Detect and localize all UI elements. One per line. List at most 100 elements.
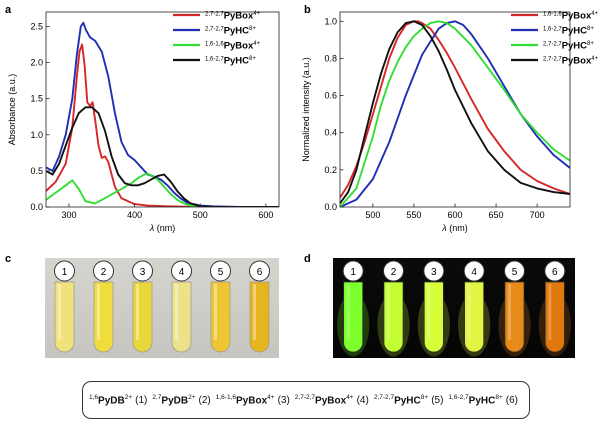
vial-label-number: 4 (471, 267, 477, 278)
series-line-a-1 (46, 43, 279, 207)
compound-entry: 2,7-2,7PyHC8+ (5) (373, 393, 444, 407)
x-tick-label: 400 (127, 210, 142, 220)
vial-highlight (214, 284, 217, 340)
vial-highlight (58, 284, 61, 340)
legend-label: 2,7-2,7PyBox4+ (205, 11, 261, 22)
vial-tube (210, 281, 231, 353)
vial-tube (54, 281, 75, 353)
panel-letter-c: c (5, 253, 11, 265)
y-tick-label: 0.0 (324, 202, 337, 212)
series-line-b-1 (340, 20, 570, 199)
vial-label-badge (544, 260, 566, 282)
compound-entry: 2,7PyDB2+ (2) (152, 393, 211, 407)
vial-label-number: 1 (350, 267, 356, 278)
vial-tube (383, 281, 404, 353)
vial-highlight (346, 284, 350, 340)
vial-label-number: 3 (431, 267, 437, 278)
x-tick-label: 650 (489, 210, 504, 220)
emission-chart: 500 550 600 650 700 0.0 0.2 0.4 0.6 0.8 1.0 λ (nm) N… (301, 11, 599, 234)
vial-label-badge (423, 260, 445, 282)
vial-label-badge (171, 260, 192, 282)
vial-highlight (548, 284, 552, 340)
y-axis-label: Absorbance (a.u.) (7, 74, 17, 146)
vial-highlight (175, 284, 178, 340)
series-line-b-3 (340, 20, 570, 207)
y-axis-label: Normalized intensity (a.u.) (301, 57, 311, 162)
vial-label-number: 2 (101, 267, 107, 278)
vial-tube (504, 281, 525, 353)
y-tick-label: 0.6 (324, 91, 337, 101)
x-axis-label: λ (nm) (149, 223, 175, 233)
y-tick-label: 0.2 (324, 165, 337, 175)
legend-label: 2,7-2,7PyHC8+ (205, 26, 256, 37)
vial-highlight (508, 284, 511, 340)
vial-label-badge (463, 260, 485, 282)
compound-entry: 1,6-2,7PyHC8+ (6) (448, 393, 519, 407)
vial-tube (343, 281, 364, 353)
series-line-b-4 (340, 20, 570, 204)
x-axis-label: λ (nm) (441, 223, 467, 233)
vial-label-badge (383, 260, 404, 282)
vial-tube (93, 281, 114, 353)
x-tick-label: 600 (447, 210, 462, 220)
vial-label-badge (93, 260, 114, 282)
vial-tube (423, 281, 444, 353)
vial-label-badge (54, 260, 75, 282)
vial-label-badge (210, 260, 231, 282)
y-tick-label: 2.5 (30, 21, 43, 31)
photo-background (333, 258, 575, 358)
series-line-a-4 (46, 106, 279, 207)
series-line-a-2 (46, 21, 279, 207)
y-tick-label: 0.5 (30, 166, 43, 176)
legend-label: 1,6-1,6PyBox4+ (543, 11, 599, 22)
y-tick-label: 1.0 (30, 130, 43, 140)
panel-letter-d: d (304, 253, 311, 265)
vial-label-number: 2 (391, 267, 397, 278)
x-tick-label: 550 (406, 210, 421, 220)
vial-highlight (97, 284, 100, 340)
vial-tube (464, 281, 485, 353)
vial-label-badge (504, 260, 525, 282)
vial-label-number: 1 (62, 267, 68, 278)
vial-label-badge (132, 260, 153, 282)
legend-label: 2,7-2,7PyBox4+ (543, 56, 599, 67)
vial-highlight (136, 284, 139, 340)
vial-label-number: 6 (257, 267, 263, 278)
vial-highlight (467, 284, 471, 340)
photo-uv-light: 1 2 3 4 5 6 (333, 258, 575, 358)
compound-entry: 1,6-1,6PyBox4+ (3) (215, 393, 290, 407)
panel-letter-b: b (304, 4, 311, 16)
vial-tube (249, 281, 270, 353)
plot-frame (45, 11, 280, 208)
legend-label: 2,7-2,7PyHC8+ (543, 41, 594, 52)
x-tick-label: 700 (530, 210, 545, 220)
y-tick-label: 1.5 (30, 94, 43, 104)
series-line-a-3 (46, 172, 279, 207)
y-tick-label: 0.4 (324, 128, 337, 138)
y-tick-label: 0.0 (30, 202, 43, 212)
x-tick-label: 500 (365, 210, 380, 220)
y-tick-label: 2.0 (30, 58, 43, 68)
vial-label-number: 3 (140, 267, 146, 278)
compound-entry: 2,7-2,7PyBox4+ (4) (294, 393, 369, 407)
vial-label-number: 5 (512, 267, 518, 278)
y-tick-label: 1.0 (324, 16, 337, 26)
vial-label-number: 5 (218, 267, 224, 278)
legend-label: 1,6-2,7PyHC8+ (205, 56, 256, 67)
x-tick-label: 600 (258, 210, 273, 220)
vial-tube (132, 281, 153, 353)
vial-highlight (253, 284, 256, 340)
x-tick-label: 500 (193, 210, 208, 220)
y-tick-label: 0.8 (324, 53, 337, 63)
absorbance-chart: 300 400 500 600 0.0 0.5 1.0 1.5 2.0 2.5 λ (nm) Abso… (7, 11, 280, 233)
vial-highlight (387, 284, 390, 340)
vial-tube (544, 281, 565, 353)
legend-label: 1,6-1,6PyBox4+ (205, 41, 261, 52)
x-tick-label: 300 (61, 210, 76, 220)
panel-letter-a: a (5, 4, 12, 16)
vial-tube (171, 281, 192, 353)
vial-highlight (427, 284, 431, 340)
compound-entry: 1,6PyDB2+ (1) (88, 393, 148, 407)
compound-key: 1,6PyDB2+ (1) 2,7PyDB2+ (2) 1,6-1,6PyBox4+ (3… (82, 381, 530, 419)
vial-label-number: 4 (179, 267, 185, 278)
